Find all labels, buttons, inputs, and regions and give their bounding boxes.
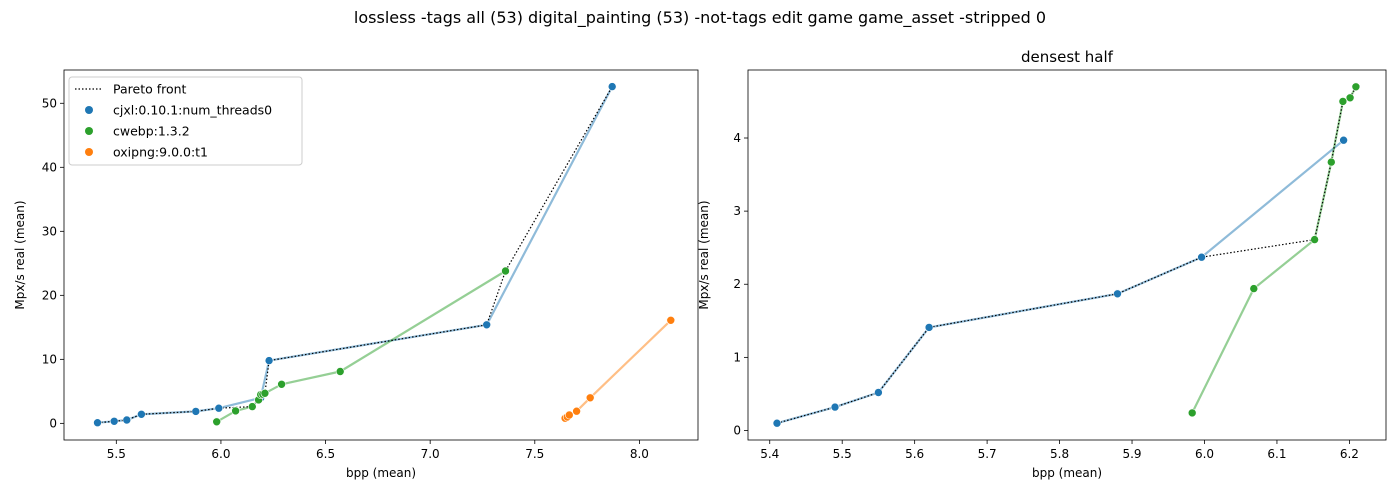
data-point xyxy=(572,406,581,416)
x-tick-label: 5.6 xyxy=(905,447,924,461)
data-point xyxy=(231,406,240,416)
data-point xyxy=(191,407,201,416)
x-tick-label: 6.0 xyxy=(1195,447,1214,461)
y-tick-label: 30 xyxy=(42,224,57,238)
x-axis-label: bpp (mean) xyxy=(346,466,416,480)
legend-box xyxy=(68,76,303,166)
x-tick-label: 5.8 xyxy=(1050,447,1069,461)
data-point xyxy=(564,410,574,420)
legend-entry-label: cwebp:1.3.2 xyxy=(113,124,190,139)
data-point xyxy=(260,388,270,398)
x-tick-label: 7.0 xyxy=(421,447,440,461)
data-point xyxy=(122,415,132,425)
data-point xyxy=(1197,252,1206,262)
x-tick-label: 6.0 xyxy=(211,447,230,461)
x-tick-label: 8.0 xyxy=(630,447,649,461)
x-axis-label: bpp (mean) xyxy=(1032,466,1102,480)
data-point xyxy=(248,402,257,411)
data-point xyxy=(607,82,617,91)
data-point xyxy=(924,323,934,332)
y-tick-label: 10 xyxy=(42,352,57,366)
x-tick-label: 5.5 xyxy=(107,447,126,461)
x-tick-label: 5.7 xyxy=(978,447,997,461)
legend-entry-label: Pareto front xyxy=(113,82,187,97)
data-point xyxy=(1351,82,1361,92)
legend-entry-label: oxipng:9.0.0:t1 xyxy=(113,145,208,160)
data-point xyxy=(1327,157,1336,167)
data-point xyxy=(874,388,883,397)
data-point xyxy=(1249,284,1259,293)
data-point xyxy=(1113,289,1122,299)
y-tick-label: 2 xyxy=(733,277,741,291)
axes-frame xyxy=(747,69,1387,441)
data-point xyxy=(1345,93,1355,103)
axes-title: densest half xyxy=(1021,48,1114,66)
left-axes: 5.5 6.0 6.5 7.0 7.5 8.0 0 10 20 30 40 50 bpp (mean) M… xyxy=(13,69,699,480)
data-point xyxy=(1187,408,1197,418)
y-axis-label: Mpx/s real (mean) xyxy=(13,200,27,309)
data-point xyxy=(212,417,221,427)
right-axes: 5.4 5.5 5.6 5.7 5.8 5.9 6.0 6.1 6.2 0 1 2 3 4 bpp (mea… xyxy=(697,48,1387,480)
x-tick-label: 7.5 xyxy=(525,447,544,461)
data-point xyxy=(666,315,676,325)
y-tick-label: 1 xyxy=(733,350,741,364)
legend-marker-swatch xyxy=(85,148,93,156)
y-tick-label: 3 xyxy=(733,204,741,218)
x-tick-label: 6.1 xyxy=(1267,447,1286,461)
x-tick-label: 5.9 xyxy=(1122,447,1141,461)
axes-frame xyxy=(63,69,699,441)
x-tick-label: 6.2 xyxy=(1340,447,1359,461)
data-point xyxy=(264,356,274,365)
data-point xyxy=(1339,135,1348,145)
data-point xyxy=(277,379,286,389)
legend-marker-swatch xyxy=(85,106,93,114)
data-point xyxy=(93,418,102,428)
legend-entry-label: cjxl:0.10.1:num_threads0 xyxy=(113,103,272,118)
y-tick-label: 0 xyxy=(733,423,741,437)
data-point xyxy=(772,418,782,428)
data-point xyxy=(1338,97,1348,106)
data-point xyxy=(1310,235,1319,244)
legend-marker-swatch xyxy=(85,127,93,135)
data-point xyxy=(830,402,840,412)
data-point xyxy=(109,416,119,426)
data-point xyxy=(335,367,345,376)
y-tick-label: 0 xyxy=(49,416,57,430)
y-tick-label: 40 xyxy=(42,160,57,174)
data-point xyxy=(482,320,492,330)
x-tick-label: 6.5 xyxy=(316,447,335,461)
x-tick-label: 5.5 xyxy=(833,447,852,461)
figure-suptitle: lossless -tags all (53) digital_painting… xyxy=(354,8,1046,28)
data-point xyxy=(585,393,595,403)
data-point xyxy=(137,409,146,419)
x-tick-label: 5.4 xyxy=(760,447,779,461)
y-axis-label: Mpx/s real (mean) xyxy=(697,200,711,309)
data-point xyxy=(214,403,224,413)
y-tick-label: 20 xyxy=(42,288,57,302)
y-tick-label: 4 xyxy=(733,131,741,145)
y-tick-label: 50 xyxy=(42,96,57,110)
data-point xyxy=(501,266,510,276)
